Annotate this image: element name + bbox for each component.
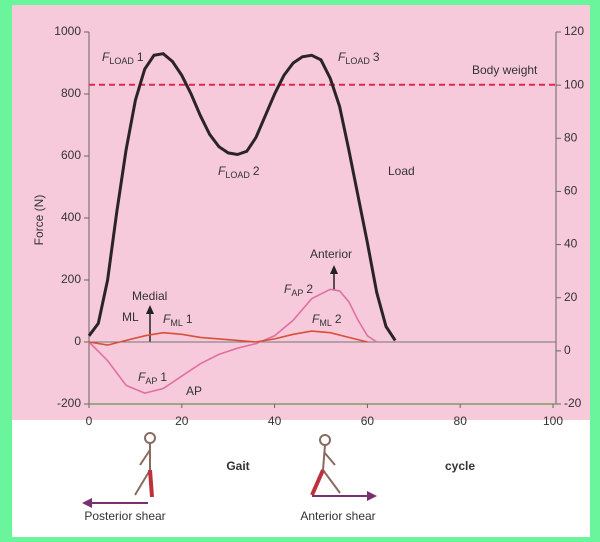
annotation: FAP 1 (138, 370, 167, 386)
x-tick-label: 40 (268, 414, 282, 428)
y2-tick-label: 0 (564, 343, 571, 357)
shear-label: Posterior shear (84, 509, 165, 523)
y2-tick-label: -20 (564, 396, 582, 410)
plot-background (12, 5, 590, 420)
annotation-text: F (338, 50, 346, 64)
annotation-sub: LOAD (109, 56, 134, 66)
y-tick-label: 1000 (54, 24, 81, 38)
y2-tick-label: 120 (564, 24, 584, 38)
annotation-num: 3 (373, 50, 380, 64)
annotation-num: 2 (335, 312, 342, 326)
y2-tick-label: 20 (564, 290, 578, 304)
annotation-text: F (138, 370, 146, 384)
annotation-num: 2 (306, 282, 313, 296)
x-tick-label: 60 (361, 414, 375, 428)
x-axis-label: Gait (226, 459, 249, 473)
reference-label: Body weight (472, 63, 538, 77)
y-tick-label: 800 (61, 86, 81, 100)
annotation-num: 1 (186, 312, 193, 326)
x-tick-label: 20 (175, 414, 189, 428)
annotation-num: 1 (137, 50, 144, 64)
annotation: Medial (132, 289, 167, 303)
annotation-text: F (102, 50, 110, 64)
x-tick-label: 100 (543, 414, 563, 428)
walker-figure (134, 432, 156, 498)
y2-tick-label: 40 (564, 237, 578, 251)
annotation-sub: ML (170, 318, 183, 328)
y-tick-label: 400 (61, 210, 81, 224)
y-tick-label: 600 (61, 148, 81, 162)
annotation: Anterior (310, 247, 352, 261)
walker-figure (310, 434, 341, 496)
y-axis-label: Force (N) (32, 195, 46, 246)
annotation: FLOAD 2 (218, 164, 260, 180)
annotation-sub: AP (145, 376, 157, 386)
y2-tick-label: 80 (564, 130, 578, 144)
x-tick-label: 80 (454, 414, 468, 428)
annotation: FLOAD 3 (338, 50, 380, 66)
series-label: ML (122, 310, 139, 324)
annotation-num: 1 (160, 370, 167, 384)
x-tick-label: 0 (86, 414, 93, 428)
annotation-text: F (284, 282, 292, 296)
annotation: FML 2 (312, 312, 342, 328)
annotation-sub: AP (291, 288, 303, 298)
series-line (88, 330, 368, 346)
annotation-text: Anterior (310, 247, 352, 261)
series-label: Load (388, 164, 415, 178)
arrow-head (146, 305, 154, 314)
x-axis-label: cycle (445, 459, 475, 473)
annotation-text: F (163, 312, 171, 326)
annotation: FAP 2 (284, 282, 313, 298)
annotation-text: Medial (132, 289, 167, 303)
series-line (87, 52, 397, 342)
annotation-text: F (218, 164, 226, 178)
arrow-head (330, 265, 338, 274)
annotation-num: 2 (253, 164, 260, 178)
annotation-text: F (312, 312, 320, 326)
y-tick-label: -200 (57, 396, 81, 410)
y-tick-label: 0 (74, 334, 81, 348)
y-tick-label: 200 (61, 272, 81, 286)
y2-tick-label: 60 (564, 184, 578, 198)
y2-tick-label: 100 (564, 77, 584, 91)
arrow-head (367, 491, 377, 501)
annotation-sub: LOAD (345, 56, 370, 66)
series-line (88, 288, 378, 394)
series-label: AP (186, 384, 202, 398)
arrow-head (82, 498, 92, 508)
annotation-sub: LOAD (225, 170, 250, 180)
annotation-sub: ML (319, 318, 332, 328)
annotation: FLOAD 1 (102, 50, 144, 66)
annotation: FML 1 (163, 312, 193, 328)
shear-label: Anterior shear (300, 509, 375, 523)
